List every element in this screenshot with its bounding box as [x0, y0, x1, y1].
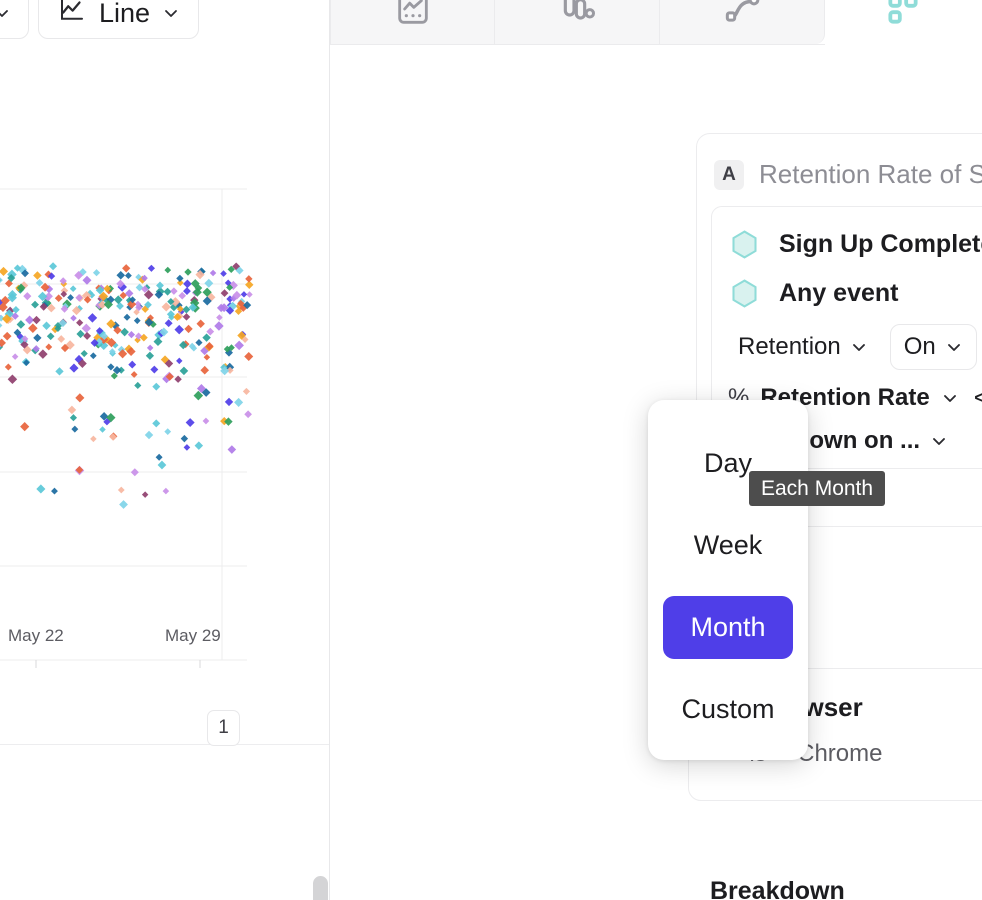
dropdown-item-month[interactable]: Month [663, 596, 793, 659]
insights-tab[interactable] [330, 0, 495, 44]
flow-path-icon [722, 0, 762, 29]
measure-select[interactable]: Retention [724, 324, 882, 370]
mode-label: On [903, 333, 936, 360]
flows-tab[interactable] [660, 0, 825, 44]
chart-panel: Line May 22 May 29 1 [0, 0, 330, 900]
chevron-down-icon [0, 4, 11, 22]
x-tick-label: May 29 [165, 626, 221, 645]
granularity-dropdown-menu: Day Week Month Custom [648, 400, 808, 760]
chevron-down-icon[interactable] [941, 389, 959, 407]
chevron-down-icon [930, 432, 948, 450]
breakdown-section-header: Breakdown + [710, 872, 982, 900]
vertical-scrollbar-thumb[interactable] [313, 876, 328, 900]
chart-box-icon [393, 0, 433, 29]
funnels-tab[interactable] [495, 0, 660, 44]
query-title[interactable]: Retention Rate of Sign Up Compl... [759, 159, 982, 189]
hexagon-icon [728, 228, 761, 261]
chevron-down-icon [850, 338, 868, 356]
line-chart-icon [57, 0, 87, 32]
event-row[interactable]: Any event [712, 269, 982, 318]
retention-tab[interactable] [825, 0, 980, 44]
retention-dots-icon [884, 0, 922, 28]
breakdown-section-title: Breakdown [710, 876, 845, 900]
chart-type-label: Line [99, 0, 151, 28]
page-indicator[interactable]: 1 [207, 710, 240, 746]
query-header: A Retention Rate of Sign Up Compl... [697, 134, 982, 190]
dropdown-item-week[interactable]: Week [693, 530, 763, 560]
chevron-down-icon [945, 338, 963, 356]
hexagon-icon [728, 277, 761, 310]
filter-value[interactable]: Chrome [797, 740, 883, 767]
tooltip: Each Month [749, 471, 886, 506]
query-letter-badge: A [714, 159, 744, 190]
funnel-bars-icon [557, 0, 597, 29]
scatter-chart[interactable]: May 22 May 29 1 [0, 48, 330, 746]
mode-select[interactable]: On [889, 324, 977, 370]
chart-options-button[interactable] [0, 0, 29, 39]
analysis-type-tabs [330, 0, 982, 44]
query-controls: Retention On Each Month [712, 318, 982, 370]
chart-type-selector[interactable]: Line [38, 0, 200, 39]
x-tick-label: May 22 [8, 626, 64, 645]
chart-toolbar: Line [0, 0, 330, 44]
chart-plot-area [0, 188, 254, 668]
metric-comparator[interactable]: < [973, 382, 982, 412]
dropdown-item-custom[interactable]: Custom [681, 694, 775, 724]
event-name: Sign Up Completed [779, 230, 982, 258]
dropdown-item-day[interactable]: Day [703, 448, 752, 478]
chevron-down-icon [162, 4, 180, 22]
measure-label: Retention [738, 333, 841, 360]
tabbar-underline [330, 44, 825, 45]
event-name: Any event [779, 279, 899, 307]
event-row[interactable]: Sign Up Completed then [712, 220, 982, 269]
panel-divider [329, 0, 330, 900]
